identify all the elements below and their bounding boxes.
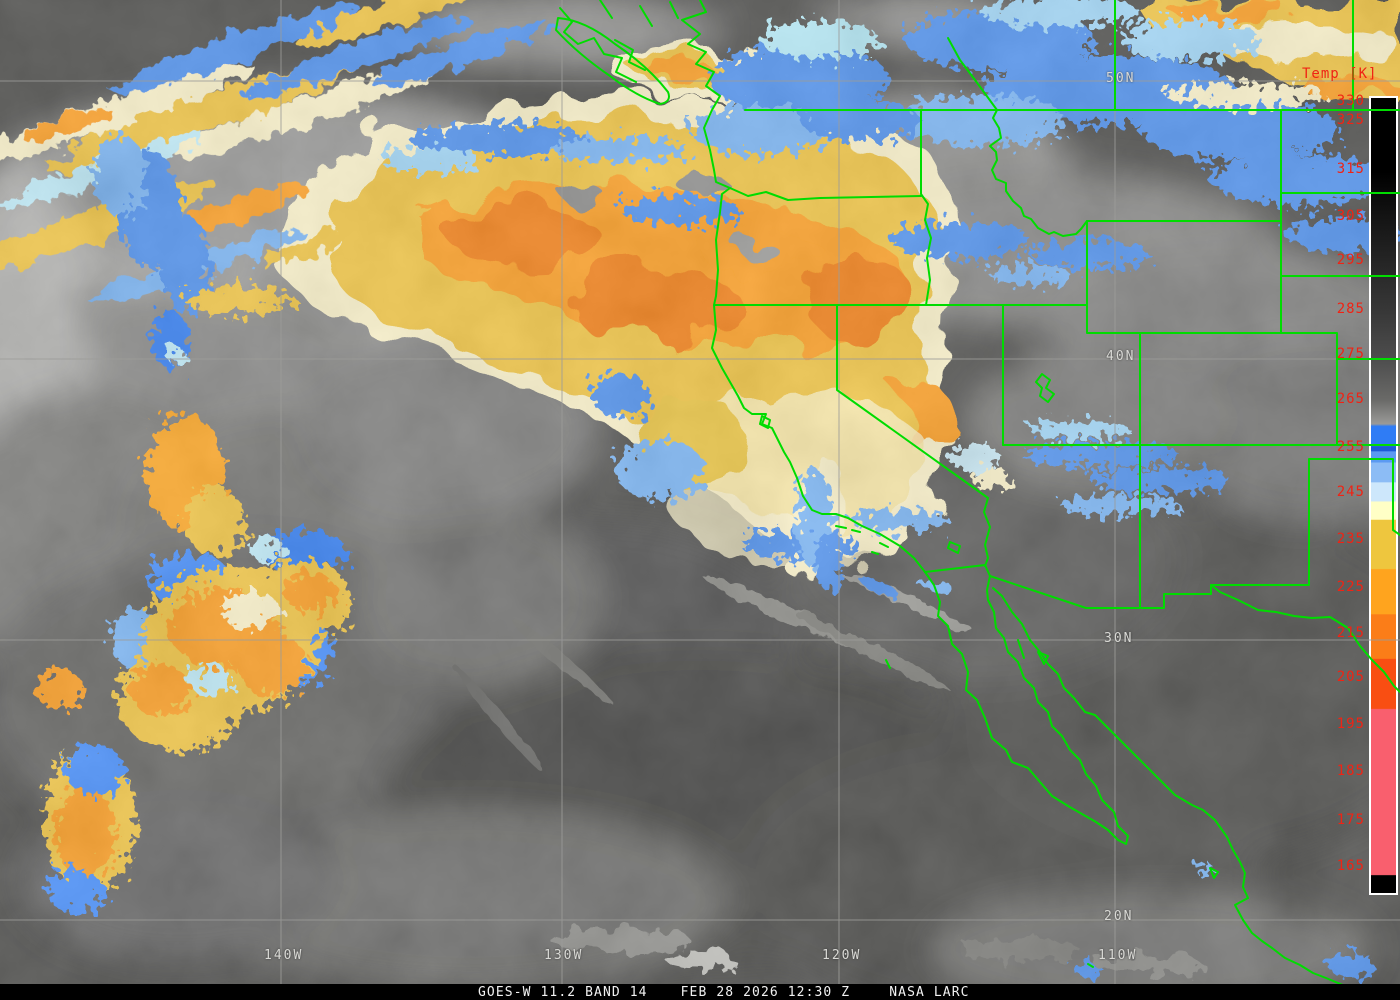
colorbar-tick-305: 305: [1336, 208, 1365, 224]
grid-label-30N: 30N: [1104, 631, 1134, 646]
colorbar-tick-195: 195: [1336, 716, 1365, 732]
temperature-colorbar: [1369, 96, 1398, 895]
colorbar-tick-330: 330: [1336, 93, 1365, 109]
colorbar-tick-175: 175: [1336, 812, 1365, 828]
colorbar-tick-205: 205: [1336, 669, 1365, 685]
colorbar-tick-245: 245: [1336, 484, 1365, 500]
grid-label-130W: 130W: [544, 948, 584, 963]
caption-datetime: FEB 28 2026 12:30 Z: [680, 984, 851, 1000]
colorbar-tick-165: 165: [1336, 858, 1365, 874]
grid-label-110W: 110W: [1098, 948, 1138, 963]
grid-label-50N: 50N: [1106, 71, 1136, 86]
colorbar-tick-295: 295: [1336, 252, 1365, 268]
grid-label-120W: 120W: [822, 948, 862, 963]
colorbar-tick-185: 185: [1336, 763, 1365, 779]
caption-credit: NASA LARC: [889, 984, 970, 1000]
colorbar-tick-275: 275: [1336, 346, 1365, 362]
colorbar-tick-215: 215: [1336, 625, 1365, 641]
colorbar-tick-325: 325: [1336, 112, 1365, 128]
colorbar-tick-225: 225: [1336, 579, 1365, 595]
colorbar-tick-255: 255: [1336, 439, 1365, 455]
grid-label-140W: 140W: [264, 948, 304, 963]
grid-label-20N: 20N: [1104, 909, 1134, 924]
colorbar-tick-285: 285: [1336, 301, 1365, 317]
caption-bar: GOES-W 11.2 BAND 14 FEB 28 2026 12:30 Z …: [0, 984, 1400, 1000]
caption-satellite-band: GOES-W 11.2 BAND 14: [478, 984, 648, 1000]
colorbar-title: Temp [K]: [1302, 66, 1378, 82]
colorbar-tick-315: 315: [1336, 161, 1365, 177]
colorbar-tick-265: 265: [1336, 391, 1365, 407]
colorbar-tick-235: 235: [1336, 531, 1365, 547]
grid-label-40N: 40N: [1106, 349, 1136, 364]
